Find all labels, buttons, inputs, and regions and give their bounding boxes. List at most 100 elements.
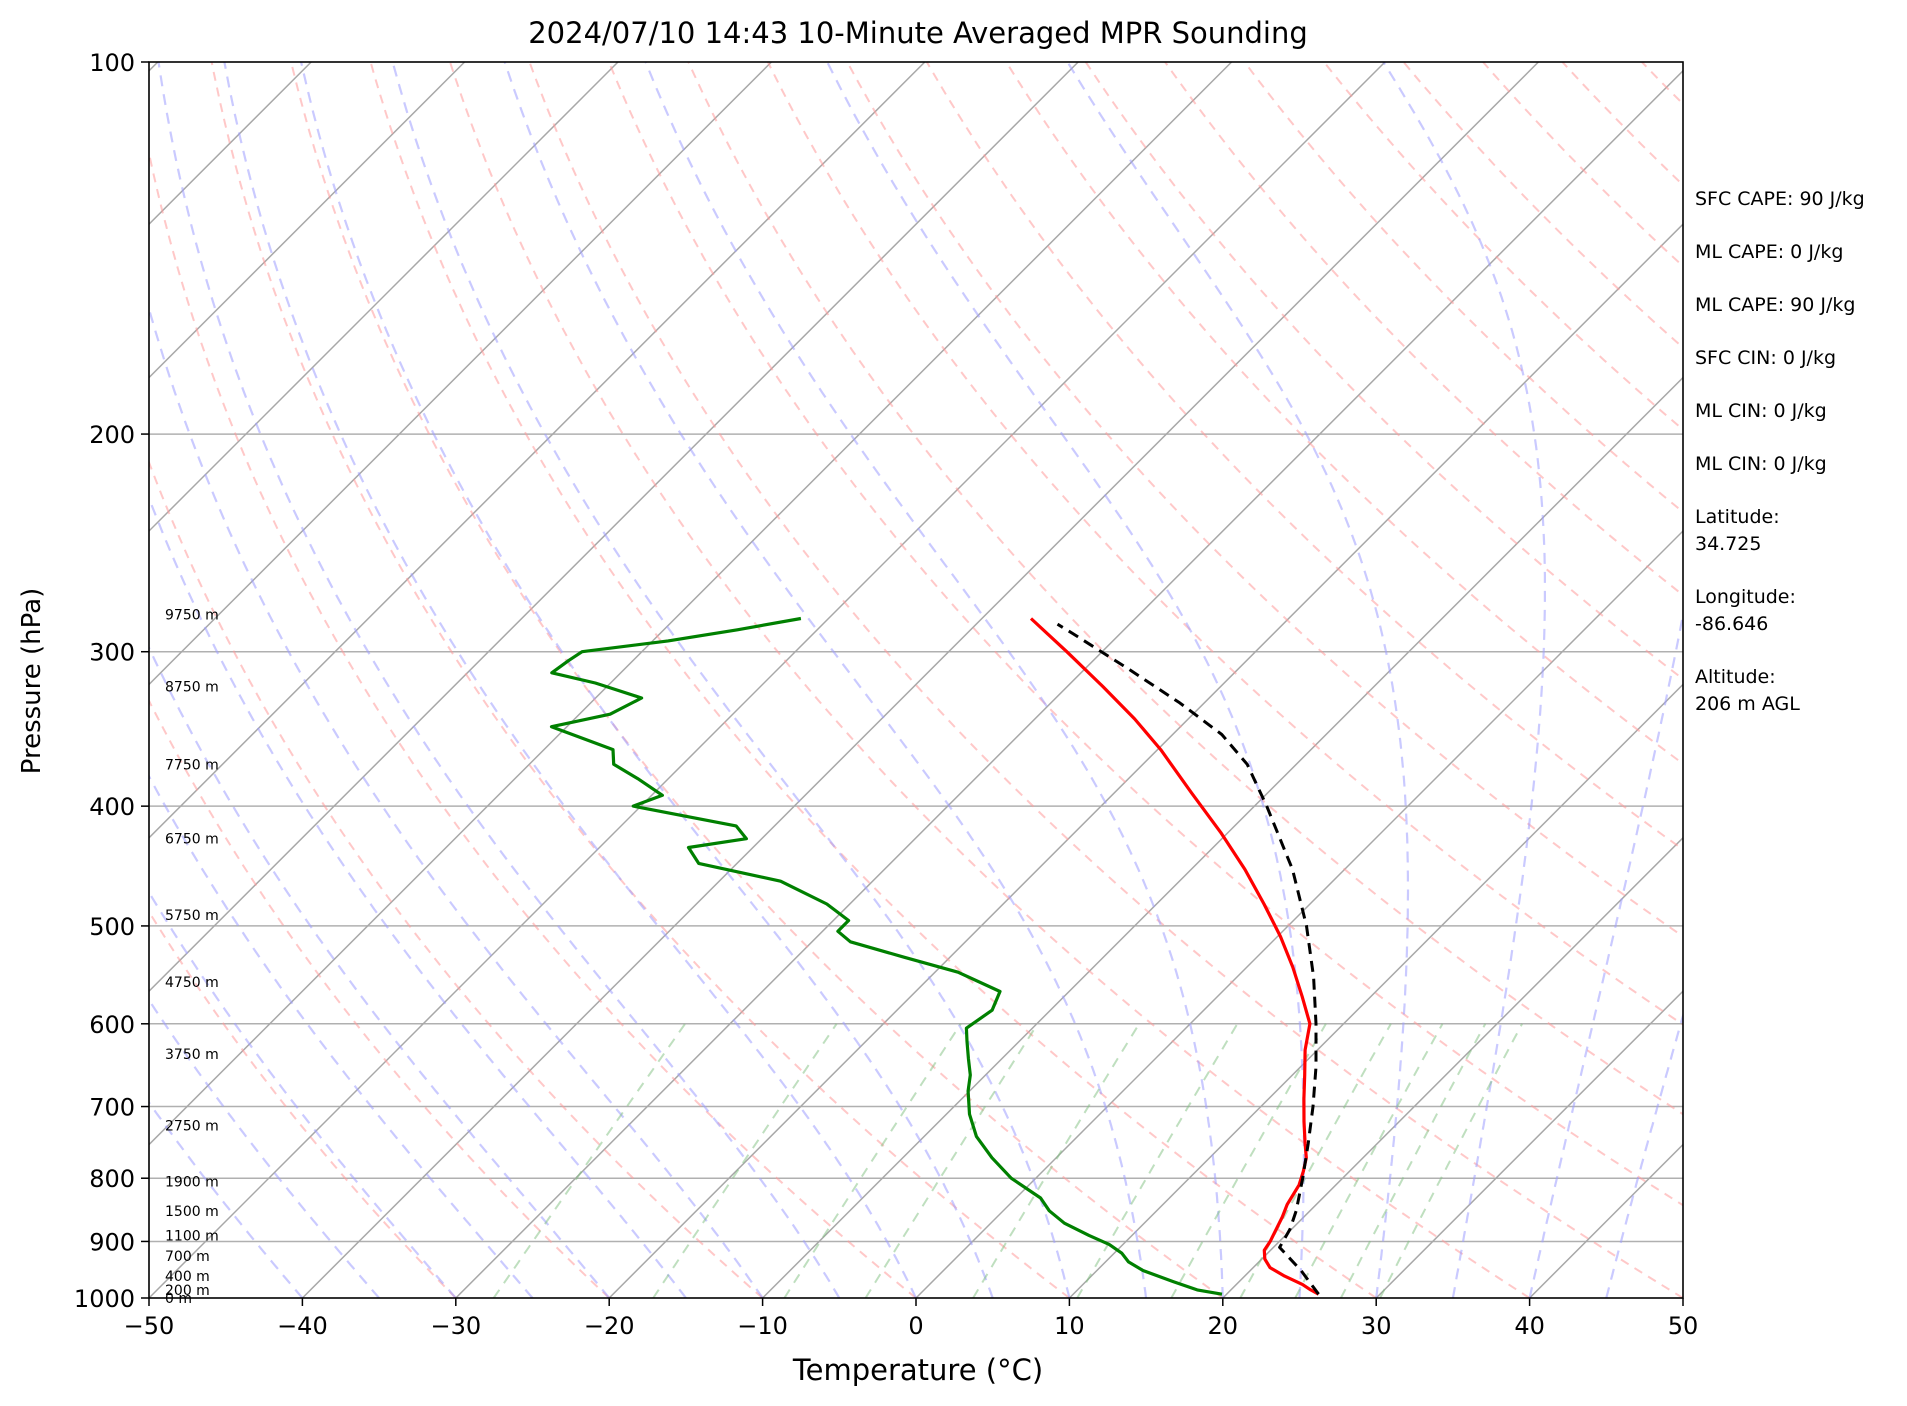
latitude-value: 34.725 — [1695, 533, 1762, 555]
moist-adiabat-line — [223, 62, 917, 1298]
dry-adiabat-line — [449, 62, 1531, 1298]
mixing-ratio-line — [1379, 1023, 1523, 1298]
temperature-profile-line — [1029, 617, 1320, 1296]
dry-adiabat-line — [369, 62, 1377, 1298]
dry-adiabat-line — [210, 62, 1071, 1298]
height-label: 200 m — [165, 1283, 210, 1299]
y-tick-label: 900 — [89, 1228, 135, 1256]
isotherm-line — [915, 529, 1683, 1298]
y-tick-label: 800 — [89, 1165, 135, 1193]
isotherm-line — [1375, 990, 1683, 1298]
moist-adiabat-line — [149, 890, 457, 1298]
dry-adiabat-line — [767, 62, 1683, 1026]
isotherm-line — [1222, 836, 1683, 1298]
latitude-block: Latitude: 34.725 — [1695, 504, 1900, 558]
dry-adiabat-line — [607, 62, 1683, 1207]
ml-cape-text: ML CAPE: 0 J/kg — [1695, 241, 1844, 263]
height-label: 3750 m — [165, 1047, 219, 1063]
moist-adiabat-line — [1528, 609, 1683, 1298]
dry-adiabat-line — [528, 62, 1683, 1298]
isotherm-line — [149, 62, 772, 686]
mixing-ratio-line — [1170, 1023, 1327, 1298]
dry-adiabat-line — [1323, 62, 1683, 431]
height-label: 1500 m — [165, 1204, 219, 1220]
isotherm-line — [149, 62, 926, 839]
x-axis-label: Temperature (°C) — [792, 1353, 1043, 1387]
altitude-block: Altitude: 206 m AGL — [1695, 664, 1900, 718]
x-tick-label: −30 — [430, 1312, 481, 1340]
dry-adiabat-line — [1005, 62, 1683, 765]
ml-cape-text-2: ML CAPE: 90 J/kg — [1695, 294, 1856, 316]
x-tick-label: −40 — [277, 1312, 328, 1340]
moist-adiabat-line — [644, 62, 1224, 1298]
y-tick-label: 300 — [89, 639, 135, 667]
x-tick-label: −20 — [584, 1312, 635, 1340]
x-tick-label: −50 — [124, 1312, 175, 1340]
isotherm-line — [455, 69, 1683, 1298]
x-tick-label: 40 — [1514, 1312, 1545, 1340]
dry-adiabat-line — [687, 62, 1683, 1116]
dry-adiabat-line — [149, 148, 917, 1298]
height-label: 0 m — [165, 1291, 192, 1307]
y-axis-label: Pressure (hPa) — [17, 588, 47, 775]
isotherm-line — [1068, 683, 1683, 1298]
y-tick-label: 600 — [89, 1011, 135, 1039]
moist-adiabat-line — [149, 774, 534, 1298]
longitude-value: -86.646 — [1695, 613, 1769, 635]
moist-adiabat-line — [149, 998, 380, 1298]
moist-adiabat-line — [157, 62, 841, 1298]
moist-adiabat-line — [1066, 62, 1410, 1298]
axis-layer: −50 −40 −30 −20 −10 0 10 20 30 40 50 100 200 300 400 50… — [74, 49, 1698, 1340]
altitude-label: Altitude: — [1695, 666, 1776, 688]
height-label: 400 m — [165, 1269, 210, 1285]
height-label: 1100 m — [165, 1228, 219, 1244]
x-tick-label: 20 — [1208, 1312, 1239, 1340]
height-label: 8750 m — [165, 679, 219, 695]
sfc-cin-text: SFC CIN: 0 J/kg — [1695, 347, 1837, 369]
y-tick-label: 700 — [89, 1094, 135, 1122]
ml-cin-text-2: ML CIN: 0 J/kg — [1695, 453, 1827, 475]
y-tick-label: 200 — [89, 421, 135, 449]
mixing-ratio-line — [652, 1023, 838, 1298]
y-tick-label: 400 — [89, 793, 135, 821]
mixing-ratio-line — [1239, 1023, 1392, 1298]
height-label: 6750 m — [165, 832, 219, 848]
y-tick-label: 1000 — [74, 1285, 135, 1313]
dry-adiabat-line — [290, 62, 1224, 1298]
ml-cin-text: ML CIN: 0 J/kg — [1695, 400, 1827, 422]
dry-adiabat-line — [149, 909, 457, 1298]
isotherm-line — [301, 62, 1539, 1298]
height-label: 1900 m — [165, 1175, 219, 1191]
sounding-info-panel: SFC CAPE: 90 J/kg ML CAPE: 0 J/kg ML CAP… — [1695, 186, 1900, 744]
mixing-ratio-line — [972, 1023, 1141, 1298]
isotherm-line — [149, 62, 466, 379]
longitude-label: Longitude: — [1695, 586, 1796, 608]
moist-adiabat-line — [1382, 62, 1546, 1298]
isotherm-line — [149, 62, 1079, 993]
height-label: 5750 m — [165, 908, 219, 924]
height-label: 9750 m — [165, 608, 219, 624]
x-tick-label: 30 — [1361, 1312, 1392, 1340]
isotherm-line — [608, 223, 1683, 1298]
chart-title: 2024/07/10 14:43 10-Minute Averaged MPR … — [528, 16, 1308, 50]
x-tick-label: 0 — [908, 1312, 923, 1340]
mixing-ratio-line — [1294, 1023, 1444, 1298]
height-label: 2750 m — [165, 1118, 219, 1134]
longitude-block: Longitude: -86.646 — [1695, 584, 1900, 638]
dry-adiabat-line — [1243, 62, 1683, 514]
moist-adiabat-line — [149, 304, 764, 1298]
dewpoint-profile-line — [549, 616, 1223, 1296]
moist-adiabat-line — [391, 62, 1071, 1298]
sfc-cape-text: SFC CAPE: 90 J/kg — [1695, 188, 1865, 210]
parcel-profile-line — [1056, 622, 1320, 1296]
height-label: 700 m — [165, 1249, 210, 1265]
y-tick-label: 500 — [89, 913, 135, 941]
x-tick-label: 10 — [1054, 1312, 1085, 1340]
isotherm-line — [149, 62, 1386, 1298]
mixing-ratio-line — [1076, 1023, 1239, 1298]
latitude-label: Latitude: — [1695, 506, 1780, 528]
isotherm-line — [149, 62, 619, 533]
isotherm-line — [149, 62, 1233, 1146]
x-tick-label: 50 — [1668, 1312, 1699, 1340]
mixing-ratio-line — [492, 1023, 686, 1298]
